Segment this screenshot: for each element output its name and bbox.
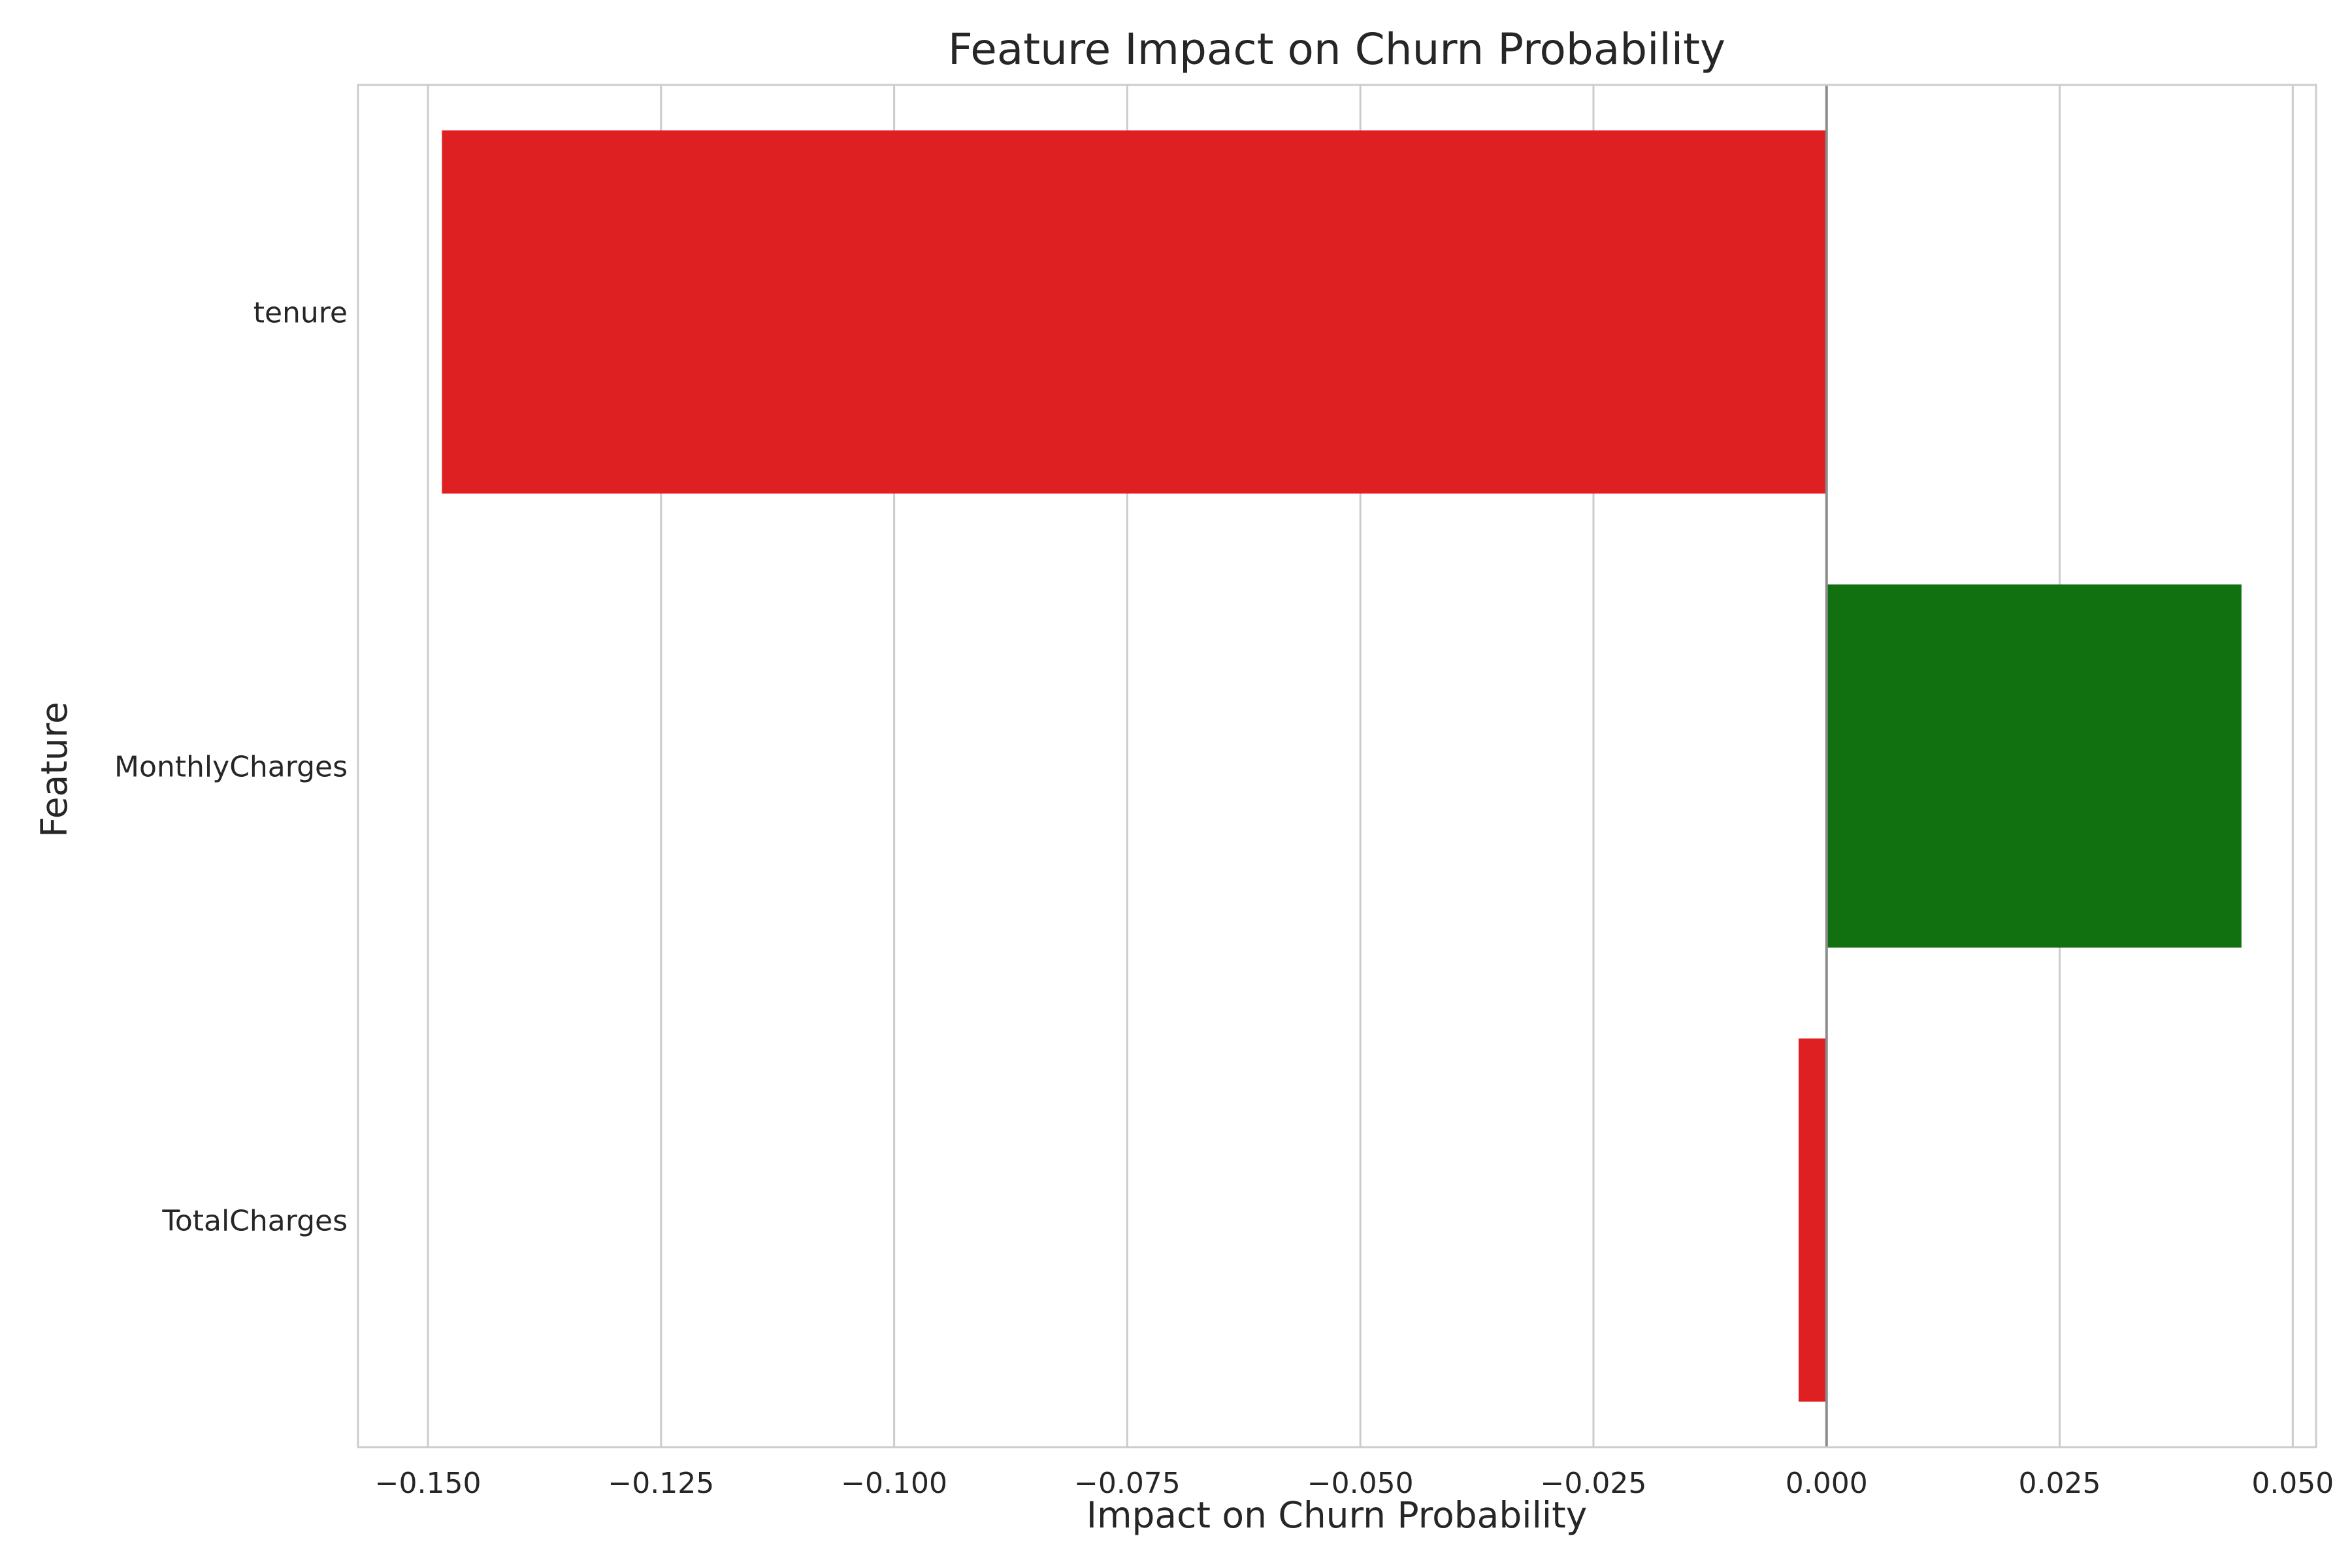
- x-tick-label: 0.050: [2251, 1467, 2334, 1500]
- x-tick-label: −0.050: [1307, 1467, 1414, 1500]
- x-tick-label: −0.100: [841, 1467, 947, 1500]
- y-tick-label: TotalCharges: [161, 1205, 348, 1238]
- x-axis-label: Impact on Churn Probability: [1086, 1494, 1588, 1536]
- x-tick-label: −0.075: [1074, 1467, 1181, 1500]
- plot-frame: [357, 84, 2317, 1448]
- axis-layer: −0.150 −0.125 −0.100 −0.075 −0.050 −0.025 0.00…: [114, 84, 2334, 1500]
- y-tick-label: tenure: [253, 297, 348, 330]
- x-tick-label: 0.000: [1786, 1467, 1868, 1500]
- bar-layer: [442, 130, 2242, 1402]
- y-axis-label: Feature: [33, 702, 75, 838]
- x-tick-label: 0.025: [2019, 1467, 2101, 1500]
- bar-monthlycharges: [1826, 584, 2242, 948]
- x-tick-label: −0.125: [608, 1467, 714, 1500]
- chart-title: Feature Impact on Churn Probability: [948, 24, 1725, 74]
- bar-tenure: [442, 130, 1827, 494]
- bar-totalcharges: [1798, 1038, 1827, 1402]
- x-tick-label: −0.150: [375, 1467, 482, 1500]
- y-tick-label: MonthlyCharges: [114, 751, 348, 784]
- x-tick-label: −0.025: [1541, 1467, 1647, 1500]
